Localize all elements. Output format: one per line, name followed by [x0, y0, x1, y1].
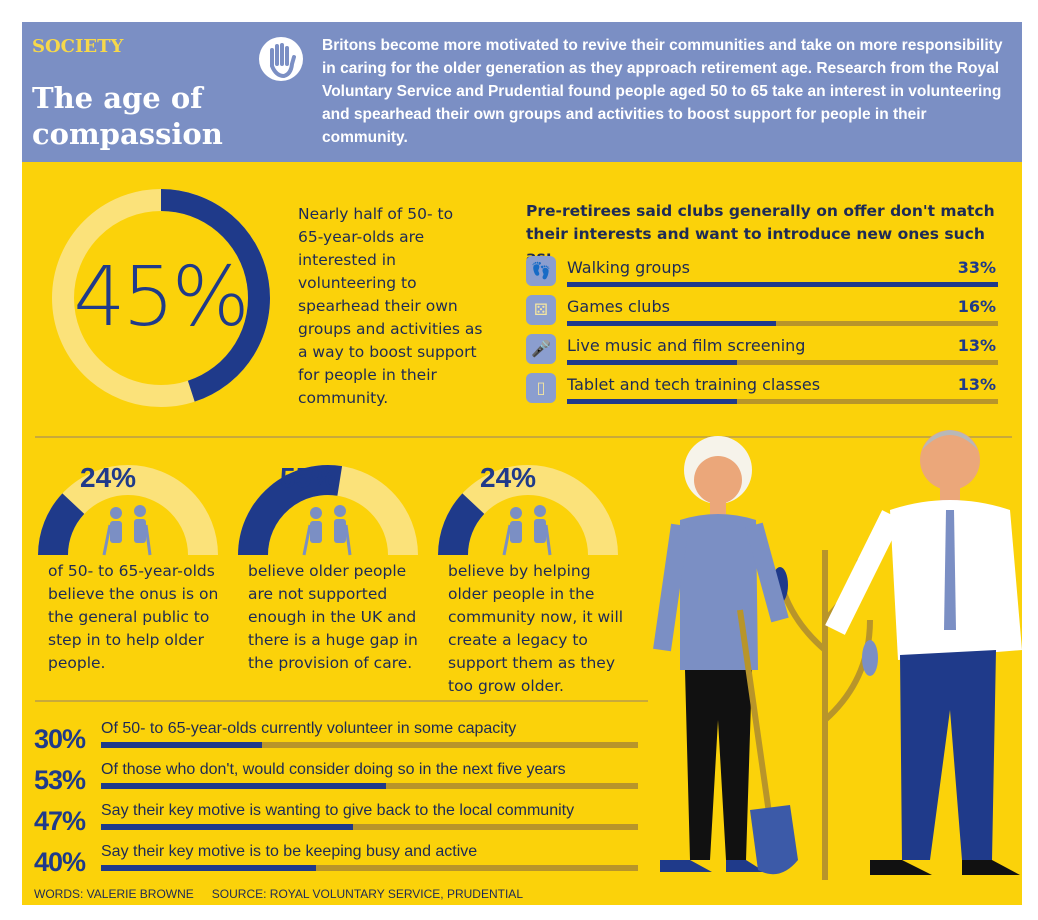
stat-label: Say their key motive is to be keeping bu…	[101, 843, 478, 860]
stat-row: 53% Of those who don't, would consider d…	[34, 761, 644, 801]
stat-percent: 53%	[34, 765, 86, 795]
woman-figure	[653, 436, 798, 875]
club-label: Walking groups	[567, 258, 690, 277]
stat-percent: 40%	[34, 847, 86, 877]
half-gauge	[438, 465, 618, 556]
section-divider	[35, 700, 648, 702]
club-percent: 16%	[957, 297, 996, 316]
club-label: Games clubs	[567, 297, 670, 316]
older-couple-illustration	[653, 430, 1022, 880]
donut-fill-arc	[160, 189, 270, 402]
donut-description: Nearly half of 50- to 65-year-olds are i…	[298, 205, 483, 407]
shovel-icon	[750, 805, 798, 875]
stat-row: 47% Say their key motive is wanting to g…	[34, 802, 644, 842]
stat-bar-track	[101, 783, 638, 789]
gauge-fill	[438, 493, 485, 556]
stat-row: 40% Say their key motive is to be keepin…	[34, 843, 644, 883]
club-bar-fill	[567, 321, 776, 326]
sapling-icon	[777, 550, 873, 880]
gauge-fill	[38, 493, 85, 556]
header-band	[22, 22, 1022, 162]
title-line: The age of	[32, 81, 203, 115]
gauge-description: believe older people are not supported e…	[248, 562, 418, 672]
half-gauge	[238, 465, 418, 556]
microphone-icon: 🎤	[526, 334, 556, 364]
man-figure	[825, 430, 1022, 875]
page-title: The age of compassion	[32, 80, 223, 152]
club-row: 🎤 Live music and film screening 13%	[526, 334, 998, 368]
stat-label: Of those who don't, would consider doing…	[101, 761, 566, 778]
club-percent: 13%	[957, 375, 996, 394]
dice-icon: ⚄	[526, 295, 556, 325]
credit-words: WORDS: VALERIE BROWNE	[34, 887, 194, 901]
intro-text: Britons become more motivated to revive …	[322, 37, 1003, 146]
stat-bar-fill	[101, 742, 263, 748]
club-row: ⚄ Games clubs 16%	[526, 295, 998, 329]
donut-chart	[52, 189, 270, 407]
stat-bar-track	[101, 824, 638, 830]
half-gauge	[38, 465, 218, 556]
stat-percent: 30%	[34, 724, 86, 754]
club-bar-track	[567, 321, 998, 326]
section-divider	[35, 436, 1012, 438]
footprints-icon: 👣	[526, 256, 556, 286]
club-bar-fill	[567, 282, 998, 287]
section-kicker: SOCIETY	[32, 36, 124, 57]
club-bar-fill	[567, 360, 737, 365]
club-label: Live music and film screening	[567, 336, 806, 355]
club-bar-track	[567, 360, 998, 365]
club-row: ▯ Tablet and tech training classes 13%	[526, 373, 998, 407]
club-bar-track	[567, 399, 998, 404]
stat-label: Of 50- to 65-year-olds currently volunte…	[101, 720, 517, 737]
elderly-couple-icon	[302, 505, 352, 556]
club-percent: 13%	[957, 336, 996, 355]
club-bar-fill	[567, 399, 737, 404]
infographic-panel	[22, 22, 1022, 905]
club-label: Tablet and tech training classes	[567, 375, 821, 394]
credits: WORDS: VALERIE BROWNE SOURCE: ROYAL VOLUN…	[34, 887, 541, 901]
gauge-percent: 24%	[480, 462, 537, 493]
stat-bar-fill	[101, 783, 386, 789]
stat-bar-track	[101, 865, 638, 871]
gauge-fill	[238, 465, 343, 556]
raised-hand-icon	[259, 37, 303, 81]
elderly-group-icon	[502, 505, 552, 556]
gauge-description: believe by helping older people in the c…	[448, 562, 624, 695]
club-percent: 33%	[957, 258, 996, 277]
credit-source: SOURCE: ROYAL VOLUNTARY SERVICE, PRUDENT…	[211, 887, 523, 901]
donut-value: 45%	[73, 250, 249, 345]
tablet-icon: ▯	[526, 373, 556, 403]
club-row: 👣 Walking groups 33%	[526, 256, 998, 290]
helping-elderly-icon	[102, 505, 152, 556]
stat-label: Say their key motive is wanting to give …	[101, 802, 575, 819]
club-bar-track	[567, 282, 998, 287]
gauge-description: of 50- to 65-year-olds believe the onus …	[48, 562, 219, 672]
stat-percent: 47%	[34, 806, 86, 836]
stat-bar-fill	[101, 865, 316, 871]
gauge-percent: 55%	[280, 462, 337, 493]
title-line: compassion	[32, 117, 223, 151]
stat-bar-fill	[101, 824, 354, 830]
stat-bar-track	[101, 742, 638, 748]
gauge-percent: 24%	[80, 462, 137, 493]
stat-row: 30% Of 50- to 65-year-olds currently vol…	[34, 720, 644, 760]
